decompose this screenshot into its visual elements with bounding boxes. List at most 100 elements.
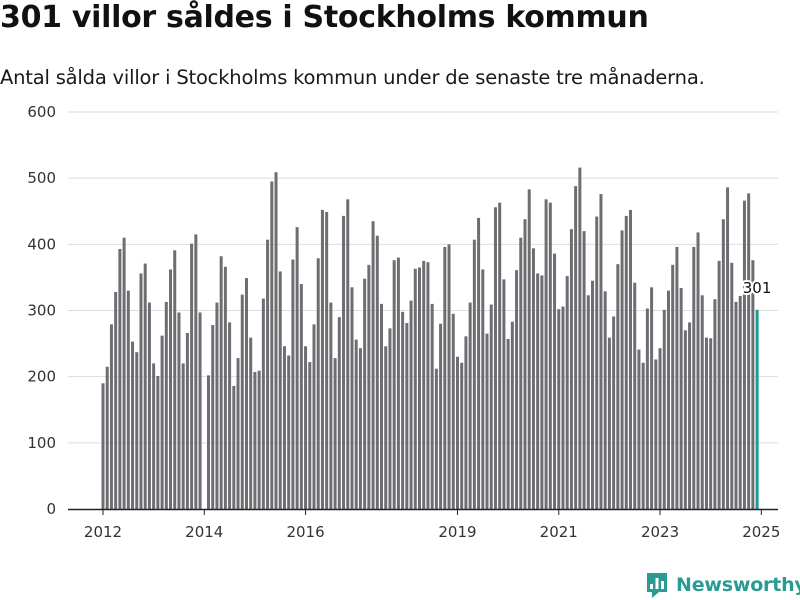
- bar: [662, 309, 666, 509]
- bar: [721, 219, 725, 509]
- bar: [396, 257, 400, 509]
- x-tick-label: 2012: [84, 523, 122, 541]
- bar: [443, 246, 447, 510]
- bar: [190, 243, 194, 510]
- bar: [413, 268, 417, 509]
- bar: [388, 328, 392, 509]
- bar: [211, 325, 215, 509]
- bar: [401, 311, 405, 509]
- bar: [612, 316, 616, 509]
- bar: [426, 262, 430, 509]
- bar: [578, 167, 582, 509]
- bar: [320, 209, 324, 509]
- bar: [498, 202, 502, 509]
- bar: [278, 271, 282, 509]
- y-tick-label: 400: [27, 235, 56, 253]
- bar: [173, 250, 177, 510]
- bar: [679, 288, 683, 509]
- bar: [367, 264, 371, 509]
- bar: [291, 259, 295, 509]
- bar: [160, 335, 164, 509]
- bar: [358, 348, 362, 509]
- x-tick-label: 2014: [185, 523, 223, 541]
- bar: [114, 291, 118, 509]
- bar: [384, 346, 388, 509]
- page-title: 301 villor såldes i Stockholms kommun: [0, 0, 649, 35]
- bar: [586, 295, 590, 509]
- bar: [704, 337, 708, 509]
- x-tick-label: 2021: [540, 523, 578, 541]
- bar: [135, 352, 139, 509]
- bar: [620, 230, 624, 509]
- bar: [363, 278, 367, 509]
- bar: [194, 234, 198, 509]
- bar: [637, 349, 641, 509]
- bar: [122, 237, 126, 509]
- bar: [430, 303, 434, 509]
- bar: [223, 266, 227, 509]
- bar: [147, 302, 151, 509]
- bar: [447, 244, 451, 509]
- bar: [295, 227, 299, 509]
- bar: [603, 291, 607, 509]
- bar: [304, 346, 308, 509]
- bar-highlight: [755, 309, 759, 509]
- bar: [337, 317, 341, 509]
- y-tick-label: 600: [27, 103, 56, 121]
- bar: [405, 323, 409, 509]
- bar: [654, 359, 658, 509]
- bar: [287, 355, 291, 509]
- bar: [666, 290, 670, 509]
- bar: [215, 302, 219, 509]
- page-subtitle: Antal sålda villor i Stockholms kommun u…: [0, 66, 705, 89]
- bar: [464, 336, 468, 509]
- bar: [747, 193, 751, 509]
- highlight-value-label: 301: [743, 279, 772, 297]
- bar: [249, 337, 253, 509]
- bar: [460, 362, 464, 509]
- bar: [675, 246, 679, 510]
- bar: [282, 346, 286, 509]
- bar: [207, 375, 210, 509]
- bar: [548, 202, 552, 509]
- bar: [582, 231, 586, 509]
- bar: [380, 303, 384, 509]
- bar: [510, 321, 514, 509]
- bar: [316, 258, 320, 509]
- y-tick-label: 500: [27, 169, 56, 187]
- x-axis: 2012 2014 2016 2019 2021 2023 2025: [68, 508, 780, 541]
- bar: [329, 302, 333, 509]
- bar: [333, 358, 337, 509]
- bar: [118, 248, 122, 509]
- bar: [700, 295, 704, 509]
- bar: [599, 194, 603, 510]
- bar: [455, 356, 459, 509]
- bar: [624, 215, 628, 509]
- bar: [730, 262, 734, 509]
- bar: [595, 216, 599, 510]
- bar: [109, 324, 113, 509]
- bar: [270, 181, 274, 510]
- bar: [308, 362, 312, 509]
- bars: [101, 167, 759, 510]
- bar: [342, 215, 346, 509]
- bar: [139, 273, 143, 509]
- bar: [481, 269, 485, 509]
- bar: [198, 312, 202, 509]
- bar: [392, 260, 396, 509]
- bar: [185, 333, 189, 509]
- bar: [371, 221, 375, 509]
- bar: [683, 330, 687, 509]
- bar: [274, 172, 278, 509]
- bar: [734, 301, 738, 509]
- bar: [569, 229, 573, 509]
- bar: [126, 290, 130, 509]
- bar: [688, 322, 692, 509]
- bar: [468, 302, 472, 509]
- bar: [152, 363, 156, 509]
- bar: [181, 363, 185, 509]
- bar: [228, 322, 232, 509]
- bar: [439, 323, 443, 509]
- bar: [645, 308, 649, 509]
- bar: [751, 260, 755, 509]
